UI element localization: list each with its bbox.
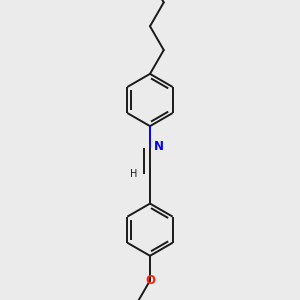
Text: N: N (154, 140, 164, 153)
Text: H: H (130, 169, 137, 179)
Text: O: O (145, 274, 155, 287)
